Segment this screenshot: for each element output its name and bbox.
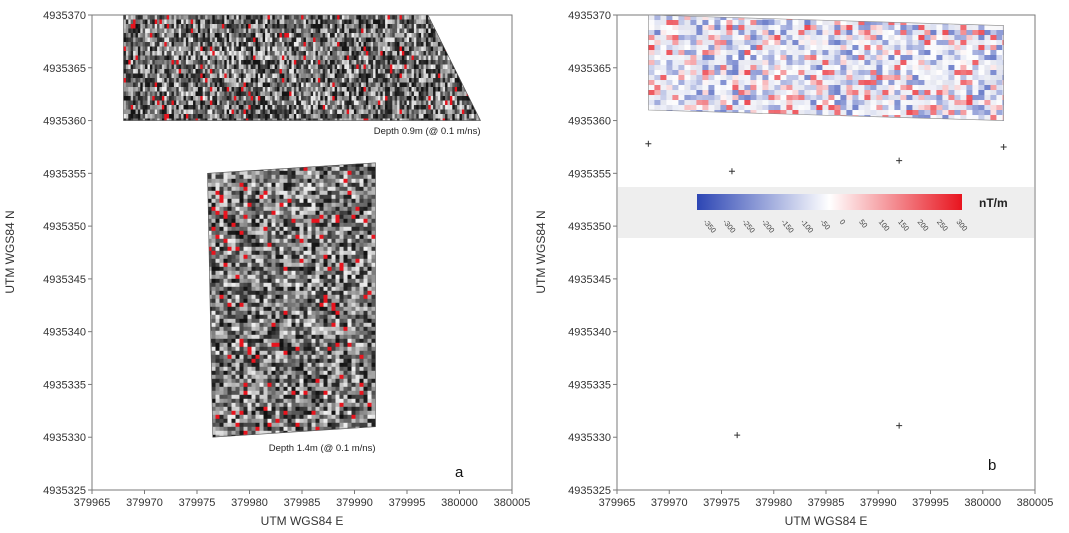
panel-a-xtick-label: 379985 [284,497,321,509]
colorbar-tick-label: 0 [838,218,848,227]
panel-b-y-ticks: 4935325 4935330 4935335 4935340 4935345 49353… [568,10,617,497]
control-point-marker [896,422,903,429]
magnetic-gradient-map [648,15,1004,121]
control-point-marker [728,168,735,175]
panel-b-xlabel: UTM WGS84 E [785,514,868,528]
panel-a-ytick-label: 4935370 [43,10,86,22]
panel-b-ylabel: UTM WGS84 N [534,210,548,293]
panel-a-xtick-label: 380005 [494,497,531,509]
panel-a-xtick-label: 379970 [126,497,163,509]
panel-b-ytick-label: 4935330 [568,432,611,444]
panel-b-ytick-label: 4935365 [568,63,611,75]
control-point-marker [645,140,652,147]
panel-a-y-ticks: 4935325 4935330 4935335 4935340 4935345 49353… [43,10,92,497]
slice-outline [207,162,376,438]
panel-a-letter: a [455,464,464,481]
layer-label-depth-0-9: Depth 0.9m (@ 0.1 m/ns) [374,126,481,137]
panel-a-ytick-label: 4935345 [43,274,86,286]
panel-a-ytick-label: 4935340 [43,327,86,339]
control-point-marker [1000,143,1007,150]
panel-b-ytick-label: 4935345 [568,274,611,286]
panel-b-letter: b [988,457,996,474]
panel-b-xtick-label: 380000 [964,497,1001,509]
panel-a-xtick-label: 379990 [336,497,373,509]
control-point-marker [896,157,903,164]
panel-a-xlabel: UTM WGS84 E [261,514,344,528]
panel-b-map [648,14,1004,121]
colorbar-unit: nT/m [979,196,1008,210]
panel-b-xtick-label: 379985 [808,497,845,509]
panel-b-ytick-label: 4935350 [568,221,611,233]
panel-b-xtick-label: 380005 [1017,497,1054,509]
control-point-marker [734,432,741,439]
panel-a-ytick-label: 4935335 [43,379,86,391]
panel-b-xtick-label: 379990 [860,497,897,509]
panel-b-xtick-label: 379965 [599,497,636,509]
panel-a-xtick-label: 379965 [74,497,111,509]
panel-b-xtick-label: 379970 [651,497,688,509]
panel-b-ytick-label: 4935335 [568,379,611,391]
map-outline [648,14,1004,121]
panel-b: -350 -300 -250 -200 -150 -100 -50 0 50 100 150 200 2… [534,10,1053,528]
panel-a-ytick-label: 4935365 [43,63,86,75]
panel-b-control-points [645,140,1007,439]
panel-b-xtick-label: 379980 [755,497,792,509]
gpr-depth-slice [123,15,481,121]
gpr-depth-slice [207,162,376,438]
layer-label-depth-1-4: Depth 1.4m (@ 0.1 m/ns) [269,443,376,454]
panel-a-ytick-label: 4935330 [43,432,86,444]
slice-outline [123,14,481,121]
panel-a-ytick-label: 4935360 [43,116,86,128]
panel-b-ytick-label: 4935355 [568,168,611,180]
colorbar: -350 -300 -250 -200 -150 -100 -50 0 50 100 150 200 2… [618,187,1034,238]
panel-a-xtick-label: 379995 [389,497,426,509]
panel-a-x-ticks: 379965 379970 379975 379980 379985 379990 3799… [74,490,531,509]
panel-b-xtick-label: 379975 [703,497,740,509]
panel-a-xtick-label: 380000 [441,497,478,509]
panel-a-ytick-label: 4935355 [43,168,86,180]
panel-b-x-ticks: 379965 379970 379975 379980 379985 379990 3799… [599,490,1054,509]
panel-a-ytick-label: 4935325 [43,485,86,497]
panel-b-ytick-label: 4935360 [568,116,611,128]
panel-a-ylabel: UTM WGS84 N [3,210,17,293]
panel-b-ytick-label: 4935340 [568,327,611,339]
panel-a-ytick-label: 4935350 [43,221,86,233]
panel-a-maps [123,14,481,438]
panel-b-ytick-label: 4935370 [568,10,611,22]
colorbar-ramp [697,194,962,210]
panel-a-xtick-label: 379975 [179,497,216,509]
panel-b-xtick-label: 379995 [912,497,949,509]
panel-b-ytick-label: 4935325 [568,485,611,497]
panel-a: 379965 379970 379975 379980 379985 379990 3799… [3,10,530,528]
panel-a-xtick-label: 379980 [231,497,268,509]
